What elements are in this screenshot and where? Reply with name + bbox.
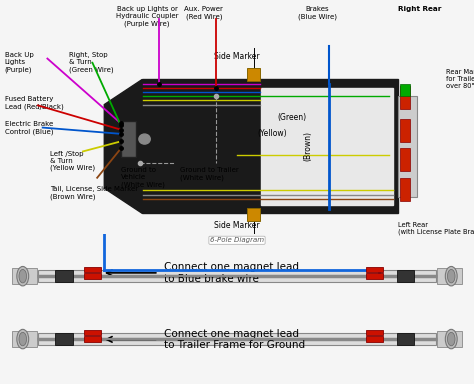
Bar — [84, 336, 101, 342]
Text: Electric Brake
Control (Blue): Electric Brake Control (Blue) — [5, 121, 53, 135]
Bar — [84, 267, 101, 272]
Bar — [121, 121, 136, 157]
Text: (Yellow): (Yellow) — [258, 129, 287, 138]
Bar — [400, 84, 410, 96]
Bar — [366, 273, 383, 279]
Text: Side Marker: Side Marker — [214, 52, 260, 61]
Text: Rear Markers
for Trailers
over 80" wide: Rear Markers for Trailers over 80" wide — [446, 70, 474, 89]
Ellipse shape — [19, 270, 27, 283]
Bar — [12, 268, 23, 285]
Text: (Green): (Green) — [277, 113, 306, 122]
Polygon shape — [104, 79, 142, 214]
Bar — [398, 96, 417, 197]
Text: Right, Stop
& Turn
(Green Wire): Right, Stop & Turn (Green Wire) — [69, 52, 113, 73]
Bar — [12, 331, 23, 347]
Text: Left Rear
(with License Plate Bracket): Left Rear (with License Plate Bracket) — [398, 222, 474, 235]
Bar — [397, 270, 414, 282]
Text: Brakes
(Blue Wire): Brakes (Blue Wire) — [298, 6, 337, 20]
Bar — [400, 178, 410, 201]
Bar — [366, 336, 383, 342]
Ellipse shape — [447, 270, 455, 283]
Bar — [247, 208, 260, 221]
Ellipse shape — [19, 332, 27, 346]
Text: Connect one magnet lead
to Trailer Frame for Ground: Connect one magnet lead to Trailer Frame… — [164, 329, 305, 350]
Bar — [366, 267, 383, 272]
Text: Right Rear: Right Rear — [398, 6, 442, 12]
Ellipse shape — [17, 329, 28, 349]
Ellipse shape — [445, 329, 457, 349]
Text: (Brown): (Brown) — [304, 131, 312, 161]
Ellipse shape — [17, 266, 28, 286]
Bar — [366, 329, 383, 335]
Text: Side Marker: Side Marker — [214, 221, 260, 230]
Bar — [400, 119, 410, 142]
Bar — [26, 331, 37, 347]
Text: Back Up
Lights
(Purple): Back Up Lights (Purple) — [5, 52, 34, 73]
Polygon shape — [261, 88, 393, 205]
Bar — [437, 268, 448, 285]
Text: Back up Lights or
Hydraulic Coupler
(Purple Wire): Back up Lights or Hydraulic Coupler (Pur… — [116, 6, 178, 27]
Bar — [55, 333, 73, 345]
Text: Aux. Power
(Red Wire): Aux. Power (Red Wire) — [184, 6, 223, 20]
Bar — [38, 270, 436, 282]
Text: Tail, License, Side Marker
(Brown Wire): Tail, License, Side Marker (Brown Wire) — [50, 186, 138, 200]
Bar — [437, 331, 448, 347]
Text: Left /Stop
& Turn
(Yellow Wire): Left /Stop & Turn (Yellow Wire) — [50, 151, 95, 171]
Bar — [400, 86, 410, 109]
Text: Connect one magnet lead
to Blue brake wire: Connect one magnet lead to Blue brake wi… — [164, 262, 299, 284]
Text: 6-Pole Diagram: 6-Pole Diagram — [210, 237, 264, 243]
Bar — [38, 333, 436, 345]
Text: Ground to
Vehicle
(White Wire): Ground to Vehicle (White Wire) — [121, 167, 165, 188]
Bar — [451, 268, 462, 285]
Text: Ground to Trailer
(White Wire): Ground to Trailer (White Wire) — [180, 167, 239, 181]
Polygon shape — [142, 79, 398, 214]
Bar — [400, 149, 410, 172]
Bar — [55, 270, 73, 282]
Ellipse shape — [445, 266, 457, 286]
Bar — [397, 333, 414, 345]
Bar — [84, 273, 101, 279]
Ellipse shape — [447, 332, 455, 346]
Circle shape — [139, 134, 150, 144]
Text: Fused Battery
Lead (Red/Black): Fused Battery Lead (Red/Black) — [5, 96, 64, 110]
Bar — [247, 68, 260, 81]
Bar — [84, 329, 101, 335]
Bar — [451, 331, 462, 347]
Bar — [26, 268, 37, 285]
